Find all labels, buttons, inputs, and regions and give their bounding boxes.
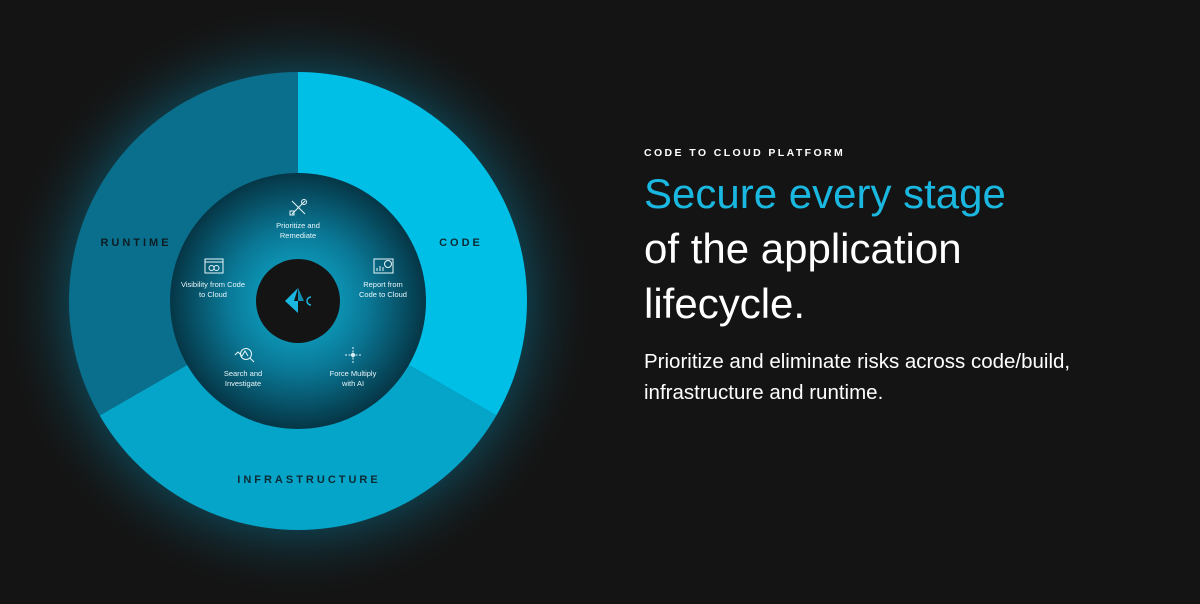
- infinity-window-icon: [204, 258, 224, 274]
- logo-icon: [285, 288, 312, 313]
- capability-search-investigate: Search and Investigate: [224, 369, 262, 388]
- headline-line-2: of the application: [644, 225, 962, 272]
- report-chart-icon: [373, 258, 394, 274]
- tools-icon: [289, 199, 307, 216]
- headline-line-3: lifecycle.: [644, 280, 806, 327]
- headline-accent: Secure every stage: [644, 170, 1006, 217]
- capability-prioritize-remediate: Prioritize and Remediate: [276, 221, 320, 240]
- capability-report: Report from Code to Cloud: [359, 280, 407, 299]
- segment-code: [298, 72, 527, 416]
- segment-label-runtime: RUNTIME: [100, 237, 171, 249]
- platform-diagram: CODE INFRASTRUCTURE RUNTIME Prioritize a…: [0, 1, 598, 601]
- body-text: Prioritize and eliminate risks across co…: [644, 350, 1071, 404]
- eyebrow-label: CODE TO CLOUD PLATFORM: [644, 147, 846, 159]
- segment-label-infrastructure: INFRASTRUCTURE: [237, 474, 380, 486]
- capability-force-multiply: Force Multiply with AI: [330, 369, 377, 388]
- segment-infrastructure: [99, 361, 497, 530]
- search-investigate-icon: [234, 348, 255, 363]
- segment-label-code: CODE: [439, 237, 483, 249]
- sparkle-ai-icon: [345, 347, 361, 363]
- capability-visibility: Visibility from Code to Cloud: [181, 280, 245, 299]
- headline: Secure every stage of the application li…: [644, 166, 1006, 331]
- segment-runtime: [68, 72, 298, 416]
